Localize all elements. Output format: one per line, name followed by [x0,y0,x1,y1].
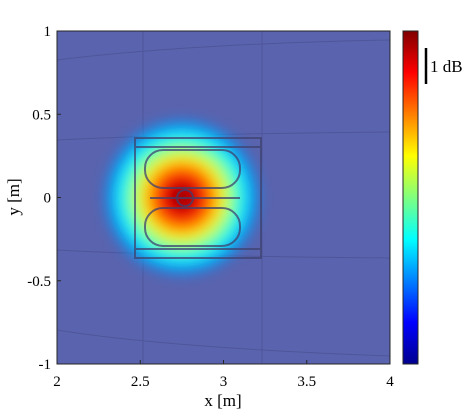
x-tick-label: 3.5 [297,374,316,390]
x-axis: 2 2.5 3 3.5 4 [53,360,394,390]
colorbar: 1 dB [402,30,463,365]
y-tick-label: -1 [39,357,52,373]
x-tick-label: 4 [386,374,394,390]
x-tick-label: 3 [220,374,228,390]
y-tick-label: -0.5 [27,274,51,290]
component-outline-overlay [134,137,262,259]
x-tick-label: 2.5 [131,374,150,390]
colorbar-scale-label: 1 dB [430,57,463,76]
plot-area [57,31,390,364]
x-tick-label: 2 [53,374,61,390]
x-axis-label: x [m] [204,391,241,410]
y-tick-label: 0 [44,191,52,207]
colorbar-gradient [402,30,419,365]
y-axis: -1 -0.5 0 0.5 1 [27,24,61,373]
y-axis-label: y [m] [4,178,23,215]
y-tick-label: 1 [44,24,52,40]
y-tick-label: 0.5 [32,107,51,123]
